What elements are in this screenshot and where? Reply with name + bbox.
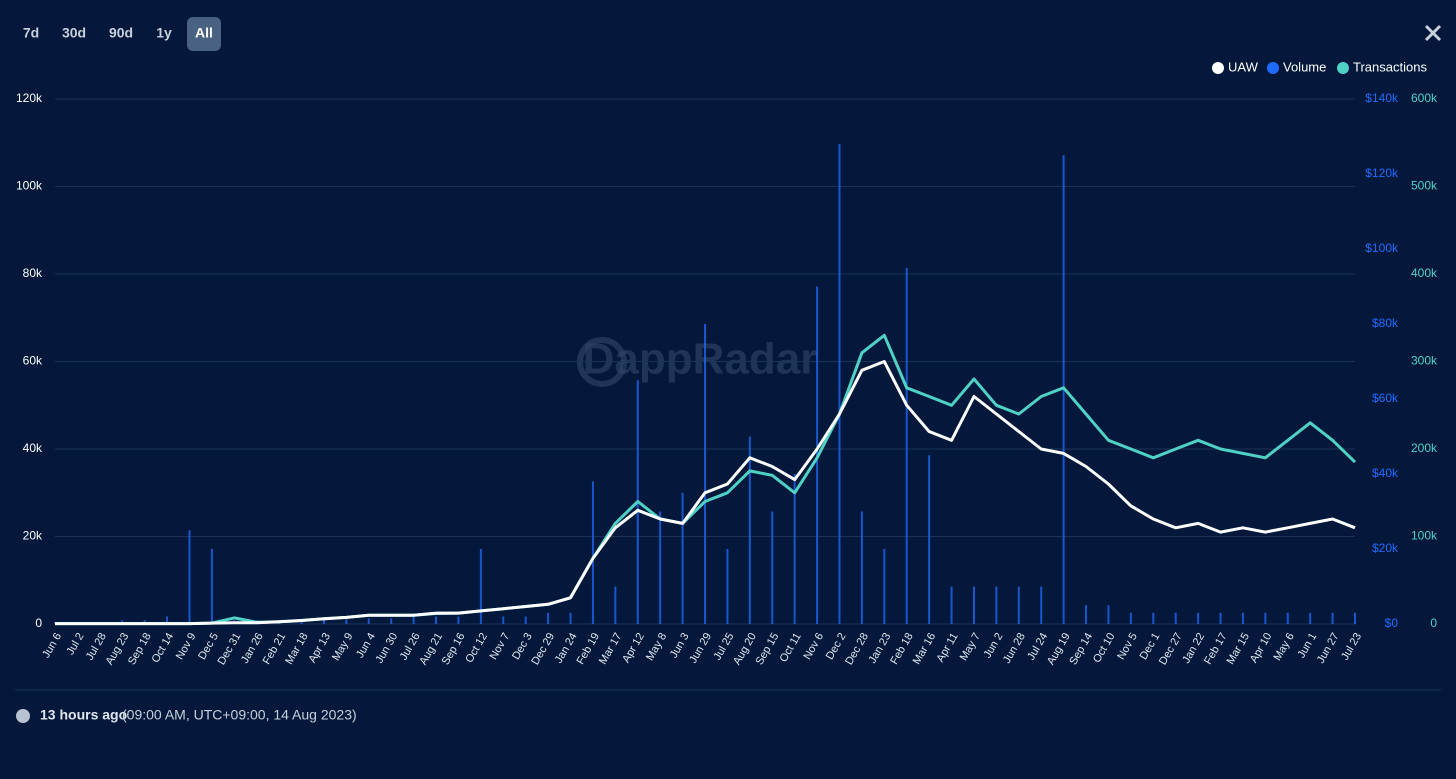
- volume-bar: [1309, 612, 1312, 624]
- range-label: 30d: [62, 25, 86, 41]
- volume-bar: [1174, 612, 1177, 624]
- volume-bar: [838, 144, 841, 624]
- volume-bar: [771, 511, 774, 624]
- y2-tick-label: $140k: [1365, 91, 1399, 105]
- volume-bar: [614, 586, 617, 624]
- volume-bar: [390, 618, 393, 624]
- volume-bar: [748, 436, 751, 624]
- range-button[interactable]: All: [187, 17, 221, 51]
- legend-label: UAW: [1228, 59, 1259, 74]
- y2-tick-label: $40k: [1372, 466, 1399, 480]
- legend-label: Volume: [1283, 59, 1326, 74]
- volume-bar: [1107, 605, 1110, 624]
- y-tick-label: 0: [35, 616, 42, 630]
- volume-bar: [883, 549, 886, 624]
- legend-swatch: [1337, 62, 1349, 74]
- volume-bar: [210, 549, 213, 624]
- volume-bar: [547, 612, 550, 624]
- y2-tick-label: $100k: [1365, 241, 1399, 255]
- y3-tick-label: 600k: [1411, 91, 1438, 105]
- y3-tick-label: 500k: [1411, 179, 1438, 193]
- volume-bar: [569, 612, 572, 624]
- y-tick-label: 80k: [23, 266, 43, 280]
- y2-tick-label: $60k: [1372, 391, 1399, 405]
- y3-tick-label: 400k: [1411, 266, 1438, 280]
- range-label: 1y: [156, 25, 172, 41]
- volume-bar: [1331, 612, 1334, 624]
- volume-bar: [793, 474, 796, 624]
- volume-bar: [704, 324, 706, 624]
- y-tick-label: 100k: [16, 179, 43, 193]
- volume-bar: [1129, 612, 1132, 624]
- updated: 13 hours ago: [40, 707, 127, 723]
- volume-bar: [860, 511, 863, 624]
- range-button[interactable]: 90d: [109, 25, 133, 41]
- volume-bar: [950, 586, 953, 624]
- volume-bar: [995, 586, 998, 624]
- close-icon: [1424, 24, 1442, 42]
- volume-bar: [188, 530, 191, 624]
- volume-bar: [300, 620, 303, 624]
- range-button[interactable]: 7d: [23, 25, 39, 41]
- range-label: 90d: [109, 25, 133, 41]
- close-button[interactable]: [1424, 24, 1442, 42]
- volume-bar: [1264, 612, 1267, 624]
- volume-bar: [659, 511, 662, 624]
- volume-bar: [457, 616, 460, 624]
- volume-bar: [502, 616, 505, 624]
- y2-tick-label: $80k: [1372, 316, 1399, 330]
- volume-bar: [1017, 586, 1020, 624]
- y2-tick-label: $0: [1385, 616, 1399, 630]
- range-button[interactable]: 1y: [156, 25, 172, 41]
- volume-bar: [1197, 612, 1200, 624]
- range-button[interactable]: 30d: [62, 25, 86, 41]
- volume-bar: [1152, 612, 1155, 624]
- volume-bar: [1241, 612, 1244, 624]
- volume-bar: [905, 267, 908, 624]
- volume-bar: [1040, 586, 1043, 624]
- series-line: [55, 360, 1356, 626]
- volume-bar: [412, 616, 415, 624]
- y-tick-label: 20k: [23, 529, 43, 543]
- volume-bar: [726, 549, 729, 624]
- volume-bar: [166, 616, 169, 624]
- range-label: 7d: [23, 25, 39, 41]
- range-button-bg: [187, 17, 221, 51]
- legend-swatch: [1212, 62, 1224, 74]
- volume-bar: [1286, 612, 1289, 624]
- y2-tick-label: $120k: [1365, 166, 1399, 180]
- volume-bar: [591, 481, 594, 624]
- legend-swatch: [1267, 62, 1279, 74]
- y3-tick-label: 200k: [1411, 441, 1438, 455]
- updated-detail: (09:00 AM, UTC+09:00, 14 Aug 2023): [122, 707, 357, 723]
- y-tick-label: 120k: [16, 91, 43, 105]
- legend-label: Transactions: [1353, 59, 1427, 74]
- volume-bar: [928, 455, 931, 624]
- y3-tick-label: 0: [1430, 616, 1437, 630]
- volume-bar: [322, 618, 325, 624]
- volume-bar: [1354, 612, 1356, 624]
- volume-bar: [367, 618, 370, 624]
- volume-bar: [1219, 612, 1222, 624]
- volume-bar: [479, 549, 482, 624]
- y-tick-label: 40k: [23, 441, 43, 455]
- volume-bar: [972, 586, 975, 624]
- volume-bar: [345, 618, 348, 624]
- volume-bar: [681, 492, 684, 624]
- clock-icon: [16, 709, 30, 723]
- volume-bar: [435, 616, 438, 624]
- y3-tick-label: 300k: [1411, 354, 1438, 368]
- volume-bar: [1085, 605, 1088, 624]
- y-tick-label: 60k: [23, 354, 43, 368]
- range-label: All: [195, 25, 213, 41]
- y2-tick-label: $20k: [1372, 541, 1399, 555]
- y3-tick-label: 100k: [1411, 529, 1438, 543]
- volume-bar: [524, 616, 527, 624]
